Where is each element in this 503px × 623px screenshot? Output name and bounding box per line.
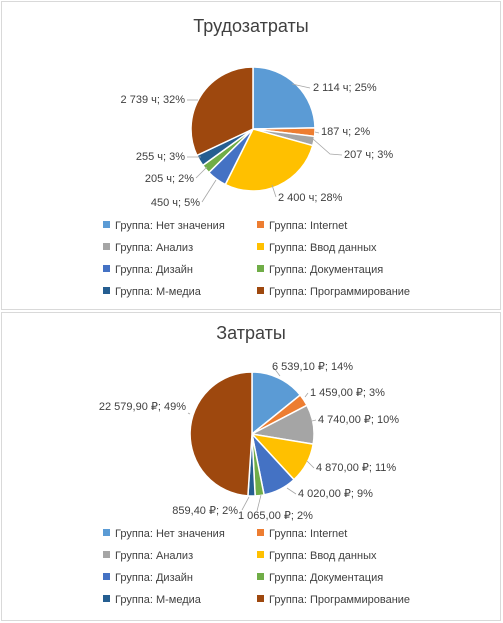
pie-slice[interactable] <box>190 66 254 157</box>
data-label: 6 539,10 ₽; 14% <box>272 361 353 373</box>
leader-line <box>286 487 297 495</box>
data-label: 2 114 ч; 25% <box>313 82 377 94</box>
chart-title: Трудозатраты <box>193 16 309 36</box>
leader-line <box>271 184 277 198</box>
data-label: 1 065,00 ₽; 2% <box>238 510 313 522</box>
data-label: 859,40 ₽; 2% <box>172 505 238 517</box>
data-label: 187 ч; 2% <box>321 126 370 138</box>
pie-slice[interactable] <box>224 128 314 192</box>
leader-line <box>273 367 281 377</box>
data-label: 4 740,00 ₽; 10% <box>318 414 399 426</box>
data-label: 2 739 ч; 32% <box>121 94 186 106</box>
leader-line <box>241 496 250 511</box>
pie-slice[interactable] <box>251 371 302 436</box>
chart-title: Затраты <box>216 323 286 343</box>
leader-line <box>312 138 343 156</box>
chart-panel-costs[interactable]: Затраты 6 539,10 ₽; 14% 1 459,00 ₽; 3% 4 7… <box>1 312 501 621</box>
pie-chart-labor: 2 114 ч; 25% 187 ч; 2% 207 ч; 3% 2 400 ч; 2… <box>121 66 393 209</box>
leader-line <box>201 179 217 203</box>
leader-line <box>187 412 191 415</box>
data-label: 22 579,90 ₽; 49% <box>99 401 186 413</box>
data-label: 255 ч; 3% <box>136 151 185 163</box>
leader-line <box>195 166 208 179</box>
data-label: 2 400 ч; 28% <box>278 192 343 204</box>
data-label: 450 ч; 5% <box>151 197 200 209</box>
leader-line <box>314 131 320 134</box>
data-label: 4 020,00 ₽; 9% <box>298 488 373 500</box>
data-label: 4 870,00 ₽; 11% <box>316 462 396 474</box>
leader-line <box>311 419 317 422</box>
chart-panel-labor[interactable]: Трудозатраты 2 114 ч; 25% 187 ч; 2% 207 ч;… <box>1 1 501 310</box>
leader-line <box>306 460 315 469</box>
pie-slice[interactable] <box>189 371 253 497</box>
pie-slice[interactable] <box>252 66 316 130</box>
leader-line <box>304 392 309 398</box>
leader-line <box>256 494 262 512</box>
data-label: 205 ч; 2% <box>145 173 194 185</box>
data-label: 207 ч; 3% <box>344 149 393 161</box>
data-label: 1 459,00 ₽; 3% <box>310 387 385 399</box>
leader-line <box>291 83 311 89</box>
pie-chart-costs: 6 539,10 ₽; 14% 1 459,00 ₽; 3% 4 740,00 ₽;… <box>99 361 399 522</box>
